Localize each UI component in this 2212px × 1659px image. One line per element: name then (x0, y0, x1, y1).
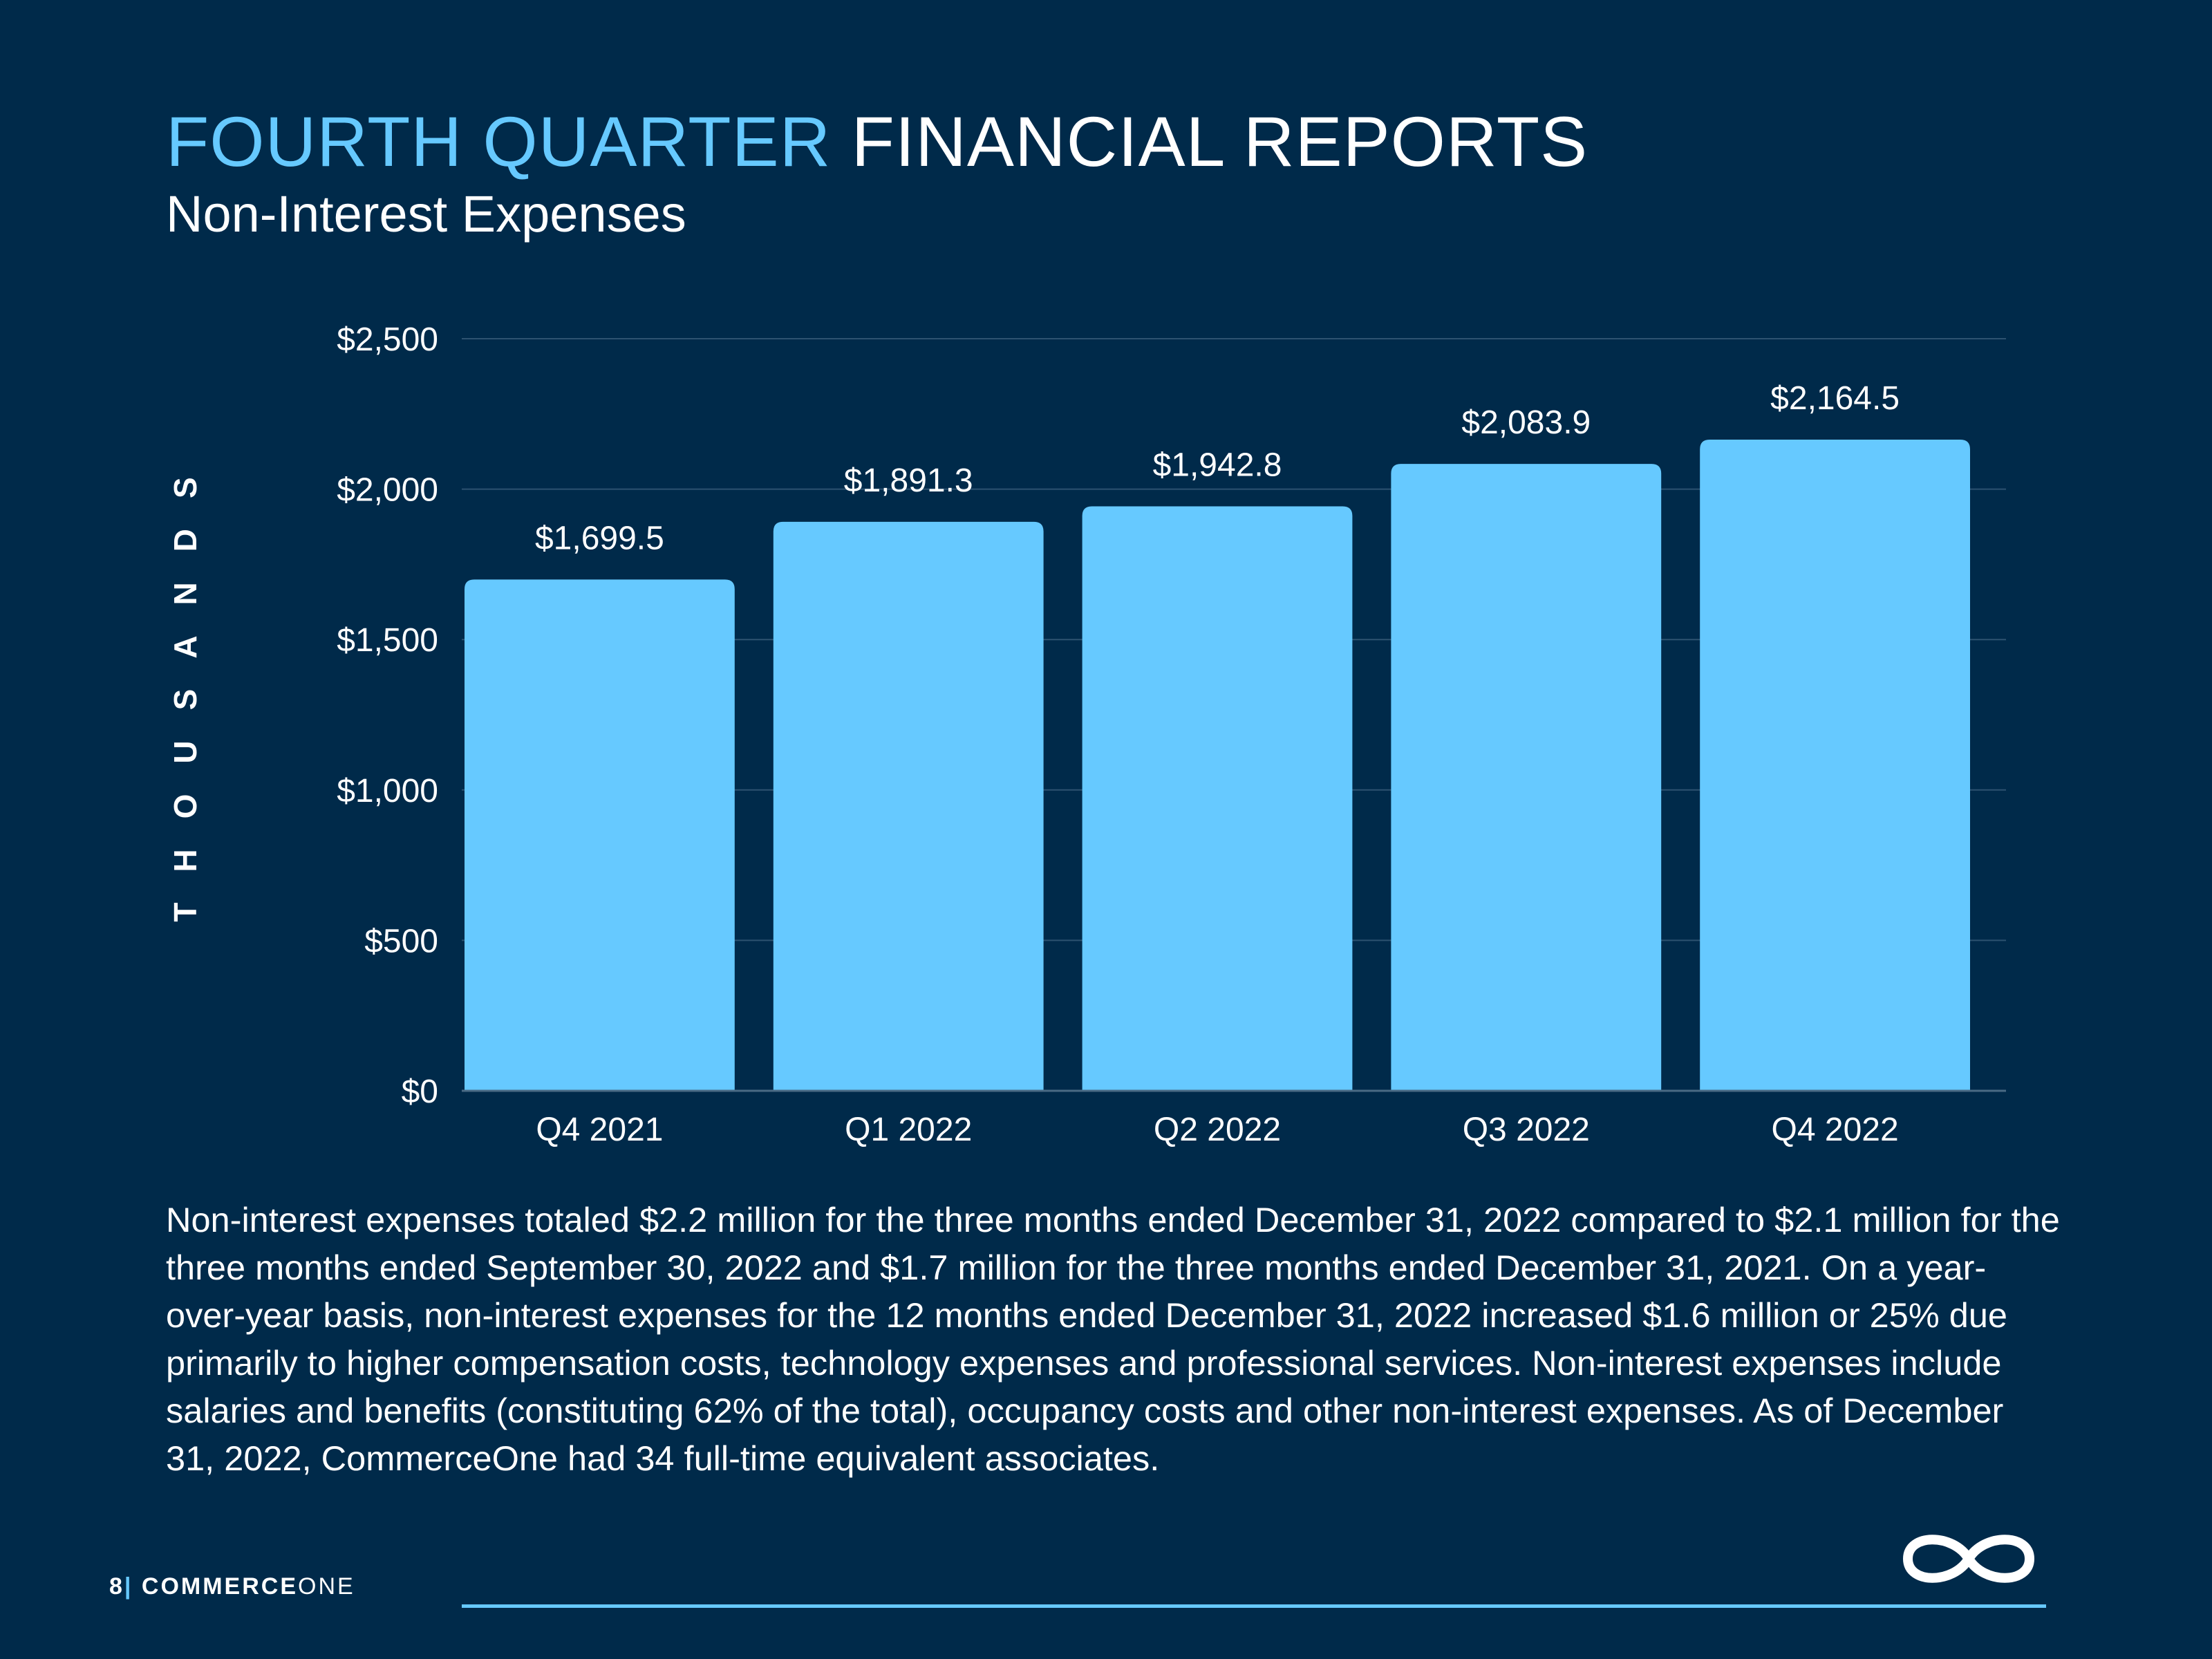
page-subtitle: Non-Interest Expenses (166, 185, 686, 243)
brand-name-light: ONE (298, 1573, 355, 1600)
footer-separator: | (124, 1573, 133, 1600)
x-tick-label: Q4 2021 (536, 1112, 663, 1148)
title-rest: FINANCIAL REPORTS (831, 102, 1588, 181)
title-accent: FOURTH QUARTER (166, 102, 832, 181)
infinity-icon (1903, 1535, 2034, 1583)
bar-chart: $0 $500 $1,000 $1,500 $2,000 $2,500 $1,699.5 Q4… (337, 321, 2006, 1148)
footer-brand: 8| COMMERCEONE (109, 1573, 355, 1600)
y-tick-label: $2,500 (337, 321, 438, 358)
bar (465, 579, 735, 1091)
y-tick-label: $500 (364, 923, 438, 959)
y-tick-label: $1,000 (337, 773, 438, 809)
y-tick-label: $2,000 (337, 472, 438, 509)
data-label: $1,891.3 (844, 462, 973, 499)
description-paragraph: Non-interest expenses totaled $2.2 milli… (166, 1200, 2060, 1478)
page-title: FOURTH QUARTER FINANCIAL REPORTS (166, 97, 1588, 187)
bar (1391, 464, 1662, 1091)
x-tick-label: Q4 2022 (1772, 1112, 1899, 1148)
bar (1700, 440, 1970, 1091)
x-tick-label: Q2 2022 (1154, 1112, 1281, 1148)
data-label: $1,942.8 (1153, 447, 1282, 483)
x-tick-label: Q3 2022 (1463, 1112, 1590, 1148)
y-tick-label: $0 (402, 1074, 438, 1110)
page-number: 8 (109, 1573, 124, 1600)
data-label: $2,083.9 (1461, 404, 1591, 441)
footer-rule (462, 1604, 2046, 1608)
brand-name-bold: COMMERCE (141, 1573, 298, 1600)
data-label: $1,699.5 (535, 520, 664, 556)
x-tick-label: Q1 2022 (845, 1112, 972, 1148)
bar (773, 521, 1044, 1091)
data-label: $2,164.5 (1770, 380, 1900, 417)
y-tick-label: $1,500 (337, 622, 438, 659)
bar (1082, 506, 1353, 1091)
